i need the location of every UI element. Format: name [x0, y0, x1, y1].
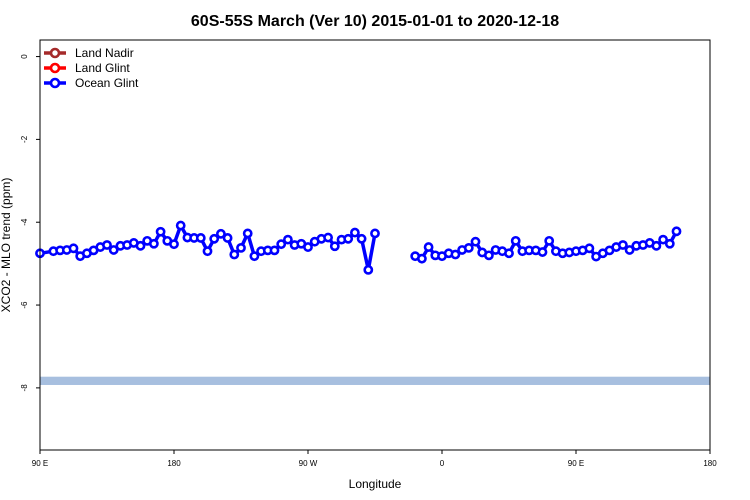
data-point — [242, 228, 253, 239]
data-point — [236, 242, 246, 253]
data-point — [229, 249, 240, 260]
x-tick-label: 0 — [440, 459, 445, 468]
reference-band — [40, 376, 710, 385]
data-point — [510, 235, 521, 246]
y-tick-label: -4 — [20, 218, 29, 226]
y-tick-label: -8 — [20, 384, 29, 392]
data-point — [537, 247, 548, 257]
data-point — [671, 226, 682, 237]
reference-band-layer — [40, 376, 710, 385]
data-point — [135, 240, 146, 251]
plot-frame — [39, 39, 711, 451]
data-point — [658, 234, 668, 245]
legend-label: Land Glint — [75, 61, 130, 75]
data-point — [370, 228, 380, 239]
data-point — [276, 239, 287, 250]
data-point — [470, 236, 481, 247]
data-point — [463, 242, 474, 253]
data-point — [215, 228, 226, 239]
data-point — [356, 233, 367, 244]
data-point — [169, 239, 179, 250]
data-point — [249, 251, 260, 262]
data-point — [624, 245, 635, 255]
data-point — [416, 253, 427, 264]
data-point — [664, 238, 675, 249]
data-point — [450, 249, 461, 260]
data-point — [329, 241, 340, 252]
x-tick-label: 90 W — [299, 459, 318, 468]
legend-swatch-marker — [49, 77, 61, 89]
axis-layer: 90 E 180 90 W 0 90 E 180 0 -2 -4 -6 -8 — [20, 54, 717, 468]
y-tick-label: 0 — [20, 54, 29, 59]
data-point — [68, 243, 79, 254]
y-axis-title: XCO2 - MLO trend (ppm) — [0, 178, 13, 313]
data-point — [222, 233, 233, 243]
x-tick-label: 90 E — [32, 459, 48, 468]
x-tick-label: 180 — [703, 459, 717, 468]
data-point — [175, 220, 186, 231]
data-point — [544, 235, 555, 246]
data-point — [618, 240, 628, 250]
data-point — [504, 248, 514, 259]
legend-swatch-marker — [49, 62, 61, 74]
data-point — [195, 233, 206, 243]
data-point — [209, 233, 220, 244]
data-point — [282, 234, 293, 245]
data-point — [584, 243, 595, 254]
data-point — [363, 264, 374, 275]
data-point — [108, 245, 119, 255]
y-tick-label: -2 — [20, 135, 29, 143]
legend-swatch-marker — [49, 47, 61, 59]
legend-label: Ocean Glint — [75, 76, 139, 90]
series-layer — [35, 220, 682, 275]
data-point — [349, 227, 360, 238]
x-tick-label: 90 E — [568, 459, 584, 468]
x-axis-title: Longitude — [349, 477, 402, 491]
legend-label: Land Nadir — [75, 46, 134, 60]
chart-title: 60S-55S March (Ver 10) 2015-01-01 to 202… — [191, 13, 559, 30]
data-point — [155, 226, 166, 237]
data-point — [343, 233, 354, 244]
data-point — [202, 246, 213, 257]
data-point — [303, 242, 313, 252]
data-point — [423, 242, 434, 252]
data-point — [269, 245, 280, 256]
data-point — [483, 250, 494, 261]
data-point — [651, 240, 662, 251]
data-point — [323, 232, 333, 243]
y-tick-label: -6 — [20, 301, 29, 309]
x-tick-label: 180 — [167, 459, 181, 468]
data-point — [148, 238, 159, 249]
data-point — [102, 240, 112, 250]
